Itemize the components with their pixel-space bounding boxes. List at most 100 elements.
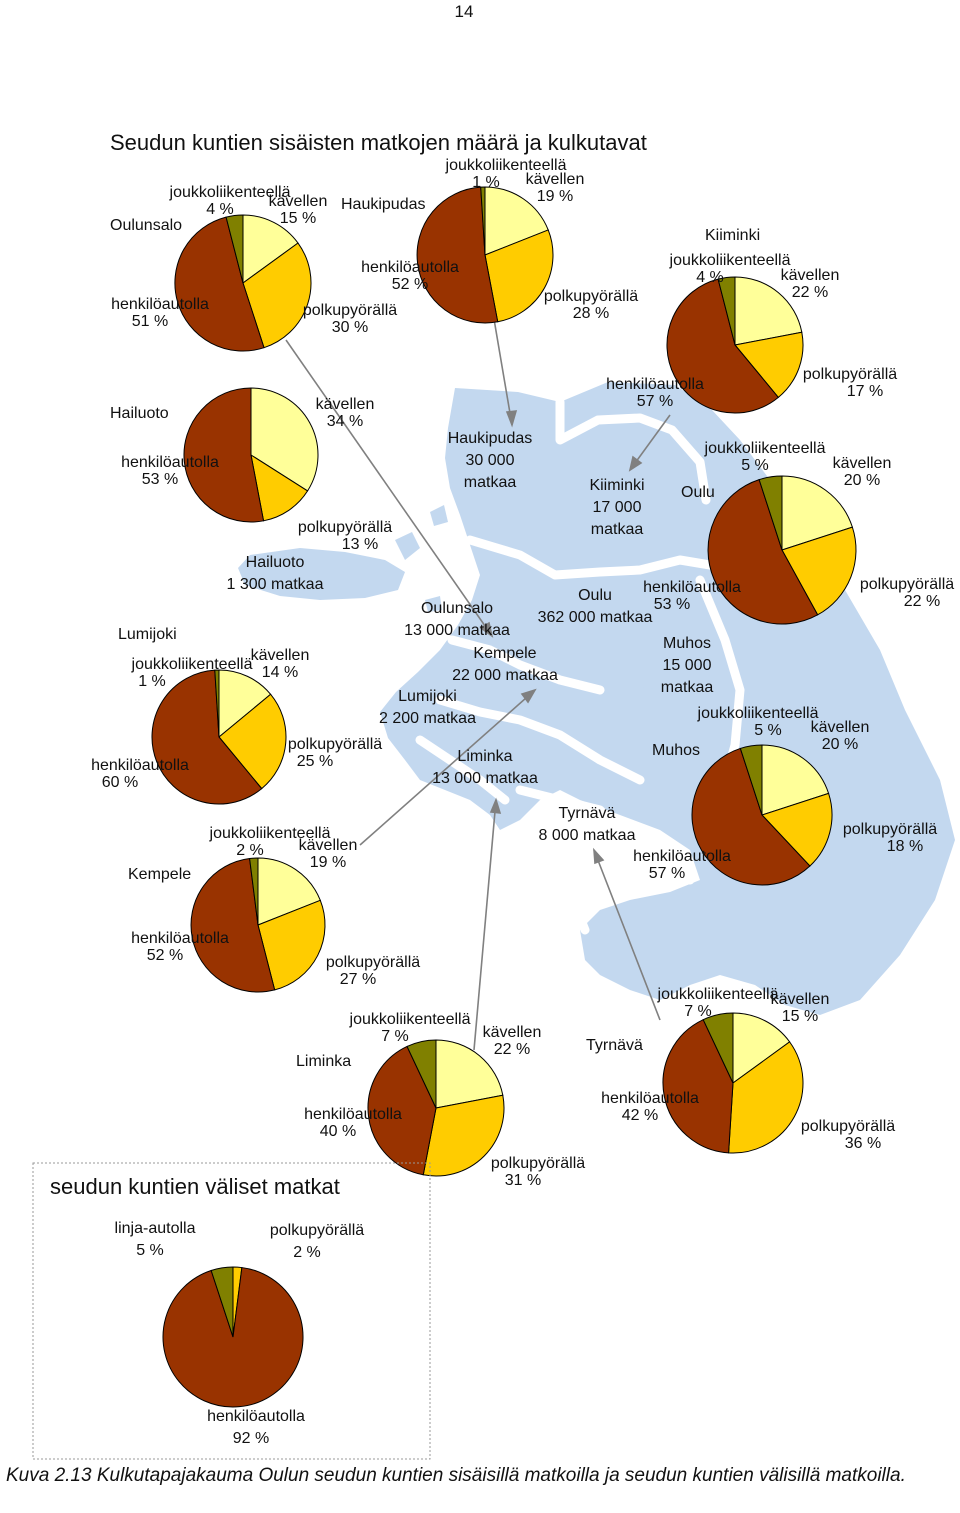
tyrnava-polkupyoralla-label: polkupyörällä 36 % <box>800 1118 896 1152</box>
map-label-muhos: Muhos 15 000 matkaa <box>660 635 714 696</box>
border-haukipudas-kiiminki <box>555 397 711 505</box>
oulunsalo-joukkoliikenteella-label: joukkoliikenteellä 4 % <box>169 184 291 218</box>
muhos-joukkoliikenteella-label: joukkoliikenteellä 5 % <box>697 705 819 739</box>
leader-oulunsalo-arrow <box>479 621 494 638</box>
map-hailuoto-island <box>238 548 405 600</box>
liminka-slice-henkiloautolla <box>367 1045 437 1176</box>
muhos-slice-henkiloautolla <box>691 747 811 886</box>
lumijoki-slice-kavellen <box>218 669 272 739</box>
inter-linja-autolla-label: linja-autolla 5 % <box>114 1220 196 1259</box>
tyrnava-slice-joukkoliikenteella <box>702 1012 734 1084</box>
oulunsalo-slice-polkupyoralla <box>242 242 312 349</box>
kiiminki-slice-kavellen <box>734 276 803 346</box>
liminka-kavellen-label: kävellen 22 % <box>482 1024 542 1058</box>
map-label-tyrnava: Tyrnävä 8 000 matkaa <box>538 805 636 844</box>
oulu-henkiloautolla-label: henkilöautolla 53 % <box>643 579 741 613</box>
leader-tyrnava-arrow <box>593 847 605 865</box>
border-kiiminki-oulu <box>465 535 715 580</box>
pie-title-haukipudas: Haukipudas <box>341 196 426 213</box>
leader-tyrnava <box>593 849 661 1021</box>
pie-title-tyrnava: Tyrnävä <box>586 1037 643 1054</box>
haukipudas-polkupyoralla-label: polkupyörällä 28 % <box>543 288 639 322</box>
haukipudas-slice-henkiloautolla <box>416 186 499 324</box>
map-label-lumijoki: Lumijoki 2 200 matkaa <box>379 688 476 727</box>
liminka-henkiloautolla-label: henkilöautolla 40 % <box>304 1106 402 1140</box>
map-oulu-coast <box>500 680 720 800</box>
lumijoki-polkupyoralla-label: polkupyörällä 25 % <box>287 736 383 770</box>
kempele-slice-polkupyoralla <box>257 899 326 991</box>
pie-title-kempele: Kempele <box>128 866 192 883</box>
map-island-small-1 <box>395 532 420 560</box>
page-number: 14 <box>454 2 474 21</box>
municipality-borders <box>415 397 745 935</box>
inter-henkiloautolla-label: henkilöautolla 92 % <box>207 1408 305 1447</box>
tyrnava-slice-kavellen <box>732 1012 791 1084</box>
border-oulunsalo-kempele <box>447 635 605 695</box>
muhos-slice-polkupyoralla <box>761 792 833 867</box>
hailuoto-slice-polkupyoralla <box>250 453 309 522</box>
pie-title-oulunsalo: Oulunsalo <box>110 217 183 234</box>
oulunsalo-slice-joukkoliikenteella <box>225 214 244 284</box>
kempele-joukkoliikenteella-label: joukkoliikenteellä 2 % <box>209 825 331 859</box>
leader-haukipudas-arrow <box>505 410 518 428</box>
lumijoki-henkiloautolla-label: henkilöautolla 60 % <box>91 757 189 791</box>
kempele-polkupyoralla-label: polkupyörällä 27 % <box>325 954 421 988</box>
figure-caption: Kuva 2.13 Kulkutapajakauma Oulun seudun … <box>6 1465 906 1486</box>
lumijoki-slice-polkupyoralla <box>218 693 287 790</box>
lumijoki-joukkoliikenteella-label: joukkoliikenteellä 1 % <box>131 656 253 690</box>
map-label-oulu: Oulu 362 000 matkaa <box>537 587 653 626</box>
oulu-slice-kavellen <box>781 475 854 551</box>
pie-title-oulu: Oulu <box>681 484 715 501</box>
border-liminka-tyrnava <box>515 785 695 885</box>
oulunsalo-slice-kavellen <box>242 214 299 284</box>
kiiminki-joukkoliikenteella-label: joukkoliikenteellä 4 % <box>669 252 791 286</box>
tyrnava-henkiloautolla-label: henkilöautolla 42 % <box>601 1090 699 1124</box>
lumijoki-slice-henkiloautolla <box>151 669 263 805</box>
leader-liminka <box>473 799 497 1051</box>
map-label-haukipudas: Haukipudas 30 000 matkaa <box>447 430 533 491</box>
border-kempele-liminka <box>435 695 645 785</box>
leader-oulunsalo <box>285 339 493 637</box>
kiiminki-slice-joukkoliikenteella <box>717 276 736 346</box>
muhos-slice-joukkoliikenteella <box>739 744 763 816</box>
haukipudas-kavellen-label: kävellen 19 % <box>525 171 585 205</box>
kiiminki-henkiloautolla-label: henkilöautolla 57 % <box>606 376 704 410</box>
liminka-joukkoliikenteella-label: joukkoliikenteellä 7 % <box>349 1011 471 1045</box>
liminka-slice-kavellen <box>435 1039 504 1109</box>
kempele-kavellen-label: kävellen 19 % <box>298 837 358 871</box>
oulu-slice-henkiloautolla <box>707 478 819 625</box>
leader-liminka-arrow <box>489 797 502 814</box>
tyrnava-slice-henkiloautolla <box>662 1018 734 1154</box>
inter-municipal-slice-linja-autolla <box>210 1266 234 1338</box>
oulunsalo-kavellen-label: kävellen 15 % <box>268 193 328 227</box>
leader-lines <box>285 271 671 1051</box>
map-label-liminka: Liminka 13 000 matkaa <box>432 748 538 787</box>
kiiminki-slice-polkupyoralla <box>734 331 804 399</box>
kiiminki-slice-henkiloautolla <box>666 278 780 414</box>
chart-title: Seudun kuntien sisäisten matkojen määrä … <box>110 130 647 155</box>
muhos-polkupyoralla-label: polkupyörällä 18 % <box>842 821 938 855</box>
kempele-slice-joukkoliikenteella <box>249 857 259 926</box>
hailuoto-polkupyoralla-label: polkupyörällä 13 % <box>297 519 393 553</box>
hailuoto-henkiloautolla-label: henkilöautolla 53 % <box>121 454 219 488</box>
oulunsalo-slice-henkiloautolla <box>174 216 265 352</box>
lumijoki-slice-joukkoliikenteella <box>214 669 220 738</box>
liminka-polkupyoralla-label: polkupyörällä 31 % <box>490 1155 586 1189</box>
map-label-kempele: Kempele 22 000 matkaa <box>452 645 558 684</box>
map-island-small-3 <box>425 596 442 612</box>
tyrnava-kavellen-label: kävellen 15 % <box>770 991 830 1025</box>
pie-charts <box>151 186 857 1408</box>
oulu-slice-joukkoliikenteella <box>758 475 783 551</box>
map-label-oulunsalo: Oulunsalo 13 000 matkaa <box>404 600 510 639</box>
hailuoto-kavellen-label: kävellen 34 % <box>315 396 375 430</box>
leader-kiiminki-arrow <box>628 455 643 472</box>
oulu-slice-polkupyoralla <box>781 526 857 616</box>
liminka-slice-joukkoliikenteella <box>406 1039 437 1109</box>
leader-kempele <box>359 689 536 846</box>
liminka-slice-polkupyoralla <box>422 1094 505 1177</box>
map-label-hailuoto: Hailuoto 1 300 matkaa <box>226 554 324 593</box>
inter-municipal-title: seudun kuntien väliset matkat <box>50 1174 340 1199</box>
kempele-slice-kavellen <box>257 857 321 926</box>
kiiminki-kavellen-label: kävellen 22 % <box>780 267 840 301</box>
haukipudas-slice-kavellen <box>484 186 549 256</box>
